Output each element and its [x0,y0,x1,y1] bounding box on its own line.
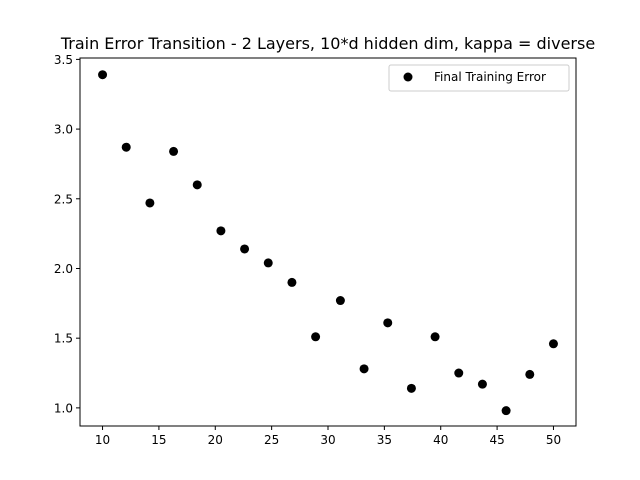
y-tick-label: 2.5 [54,192,73,206]
x-tick-label: 25 [264,433,279,447]
x-tick-label: 35 [377,433,392,447]
x-tick-label: 50 [546,433,561,447]
legend-box [388,64,570,92]
data-points [98,70,558,416]
data-point [98,70,108,80]
data-point [548,339,558,349]
x-tick-label: 45 [489,433,504,447]
data-point [263,258,273,268]
data-point [335,296,345,306]
data-point [192,180,202,190]
data-point [240,244,250,254]
legend: Final Training Error [388,64,570,92]
data-point [287,277,297,287]
data-point [383,318,393,328]
data-point [121,142,131,152]
y-axis: 1.0 1.5 2.0 2.5 3.0 3.5 [54,53,80,415]
data-point [525,369,535,379]
y-tick-label: 1.5 [54,332,73,346]
x-axis: 10 15 20 25 30 35 40 45 50 [95,426,561,447]
data-point [311,332,321,342]
data-point [145,198,155,208]
x-tick-label: 30 [320,433,335,447]
legend-label: Final Training Error [434,70,546,84]
plot-area [79,57,577,427]
y-tick-label: 3.5 [54,53,73,67]
legend-marker [403,72,413,82]
y-tick-label: 3.0 [54,123,73,137]
data-point [477,379,487,389]
y-tick-label: 2.0 [54,262,73,276]
x-tick-label: 10 [95,433,110,447]
x-tick-label: 40 [433,433,448,447]
data-point [216,226,226,236]
data-point [454,368,464,378]
data-point [359,364,369,374]
data-point [430,332,440,342]
chart-title: Train Error Transition - 2 Layers, 10*d … [60,34,595,53]
y-tick-label: 1.0 [54,401,73,415]
data-point [169,146,179,156]
x-tick-label: 15 [151,433,166,447]
data-point [501,406,511,416]
x-tick-label: 20 [208,433,223,447]
data-point [406,383,416,393]
